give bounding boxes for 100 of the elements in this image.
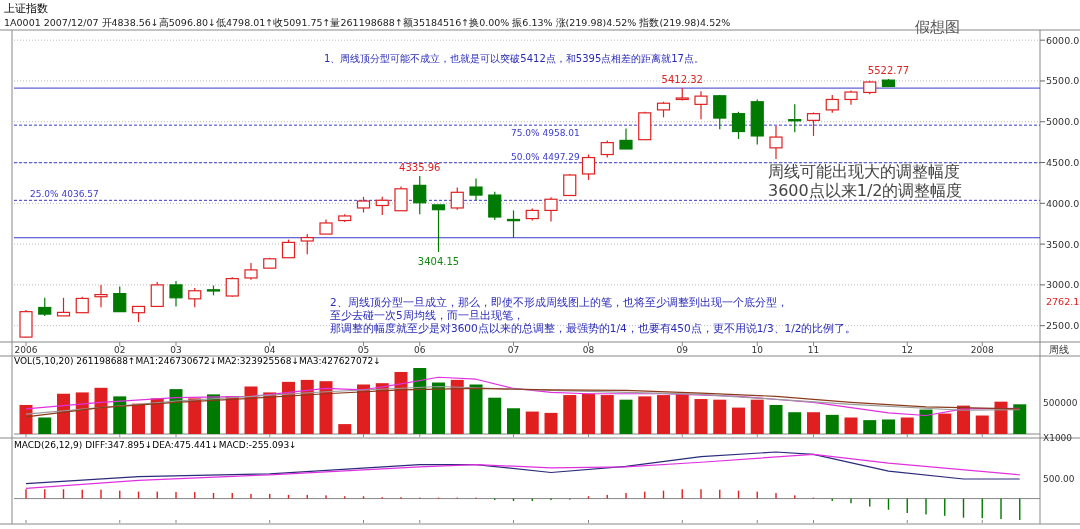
ytick: 5500.0 [1046, 75, 1080, 87]
bar [619, 399, 633, 434]
candlestick [544, 196, 558, 223]
annotation: 2、周线顶分型一旦成立，那么，即使不形成周线图上的笔，也将至少调整到出现一个底分型， [330, 296, 788, 308]
bar [844, 417, 858, 434]
xtick: 12 [901, 345, 913, 355]
xtick: 10 [751, 345, 763, 355]
bar [469, 384, 483, 434]
candlestick [375, 196, 389, 216]
ytick: 6000.0 [1046, 34, 1080, 46]
bar [900, 417, 914, 434]
xtick: 07 [507, 345, 520, 355]
candlestick [169, 280, 183, 308]
bar [319, 381, 333, 434]
annotation: 500000 [1043, 398, 1078, 408]
bar [975, 415, 989, 434]
bar [188, 398, 202, 434]
bar [413, 368, 427, 434]
bar [113, 396, 127, 434]
annotation: 至少去碰一次5周均线，而一旦出现笔， [330, 309, 524, 321]
bar [750, 399, 764, 434]
bar [994, 401, 1008, 434]
bar [825, 414, 839, 434]
xlabel: 周线 [1049, 344, 1069, 355]
bar [357, 384, 370, 434]
annotation: 周线可能出现大的调整幅度 [768, 162, 960, 181]
title: 上证指数 [4, 2, 48, 15]
bar [132, 403, 145, 434]
ytick: 4000.0 [1046, 197, 1080, 209]
annotation: 3600点以来1/2的调整幅度 [768, 181, 963, 200]
xtick: 2008 [970, 345, 994, 355]
candlestick [450, 186, 464, 211]
bar [657, 395, 670, 434]
xtick: 02 [114, 345, 126, 355]
annotation: 1、周线顶分型可能不成立，也就是可以突破5412点，和5395点相差的距离就17点。 [324, 53, 704, 64]
bar [244, 386, 258, 434]
bar [394, 371, 408, 434]
xtick: 09 [676, 345, 688, 355]
ytick: 2500.0 [1046, 320, 1080, 332]
candlestick [581, 153, 596, 181]
bar [582, 393, 595, 434]
candlestick [225, 276, 239, 298]
annotation: 2762.1 [1046, 296, 1080, 307]
annotation: 那调整的幅度就至少是对3600点以来的总调整，最强势的1/4，也要有450点，更不用说1/3、1/2的比例了。 [330, 322, 857, 334]
bar [1013, 404, 1027, 434]
ytick: 3500.0 [1046, 238, 1080, 250]
bar [919, 409, 933, 434]
bar [544, 412, 558, 434]
annotation: 500.00 [1043, 474, 1075, 484]
bar [432, 382, 445, 434]
bar [638, 396, 652, 434]
ytick: 4500.0 [1046, 157, 1080, 169]
ytick: 5000.0 [1046, 116, 1080, 128]
bar [57, 393, 70, 434]
candlestick [469, 177, 483, 201]
bar [38, 417, 52, 434]
value-label: 4335.96 [399, 161, 441, 173]
candlestick [713, 94, 727, 130]
bar [938, 413, 952, 434]
bar [375, 383, 389, 434]
candlestick [300, 233, 314, 255]
ytick: 3000.0 [1046, 279, 1080, 291]
value-label: 5412.32 [661, 74, 703, 86]
candlestick [394, 185, 408, 212]
bar [225, 396, 239, 434]
candlestick [56, 297, 71, 317]
bar [769, 404, 783, 434]
bar [525, 411, 539, 434]
bar [507, 408, 520, 434]
title: MACD(26,12,9) DIFF:347.895↓DEA:475.441↓MACD:-255.093↓ [14, 440, 297, 450]
bar [600, 395, 614, 434]
candlestick [694, 90, 708, 120]
bar [863, 420, 877, 434]
candlestick [150, 281, 164, 308]
bar [713, 399, 727, 434]
bar [169, 389, 183, 434]
title: VOL(5,10,20) 261198688↑MA1:246730672↓MA2:323925568↓MA3:427627072↓ [14, 356, 381, 366]
ref-label: 25.0% 4036.57 [30, 189, 99, 200]
xtick: 06 [414, 345, 426, 355]
candlestick [488, 191, 502, 221]
bar [488, 397, 502, 434]
bar [282, 381, 295, 434]
bar [882, 419, 895, 434]
candlestick [94, 284, 108, 308]
bar [732, 407, 745, 434]
bar [807, 412, 820, 434]
xtick: 11 [807, 345, 820, 355]
bar [338, 424, 352, 434]
candlestick [731, 111, 746, 140]
xtick: 04 [264, 345, 276, 355]
annotation: 假想图 [915, 18, 960, 36]
value-label: 3404.15 [417, 255, 460, 267]
candlestick [413, 175, 427, 215]
candlestick [281, 239, 296, 259]
bar [450, 379, 464, 434]
bar [19, 404, 33, 434]
bar [75, 392, 89, 434]
bar [563, 395, 577, 434]
candlestick [113, 286, 127, 313]
bar [694, 399, 708, 434]
